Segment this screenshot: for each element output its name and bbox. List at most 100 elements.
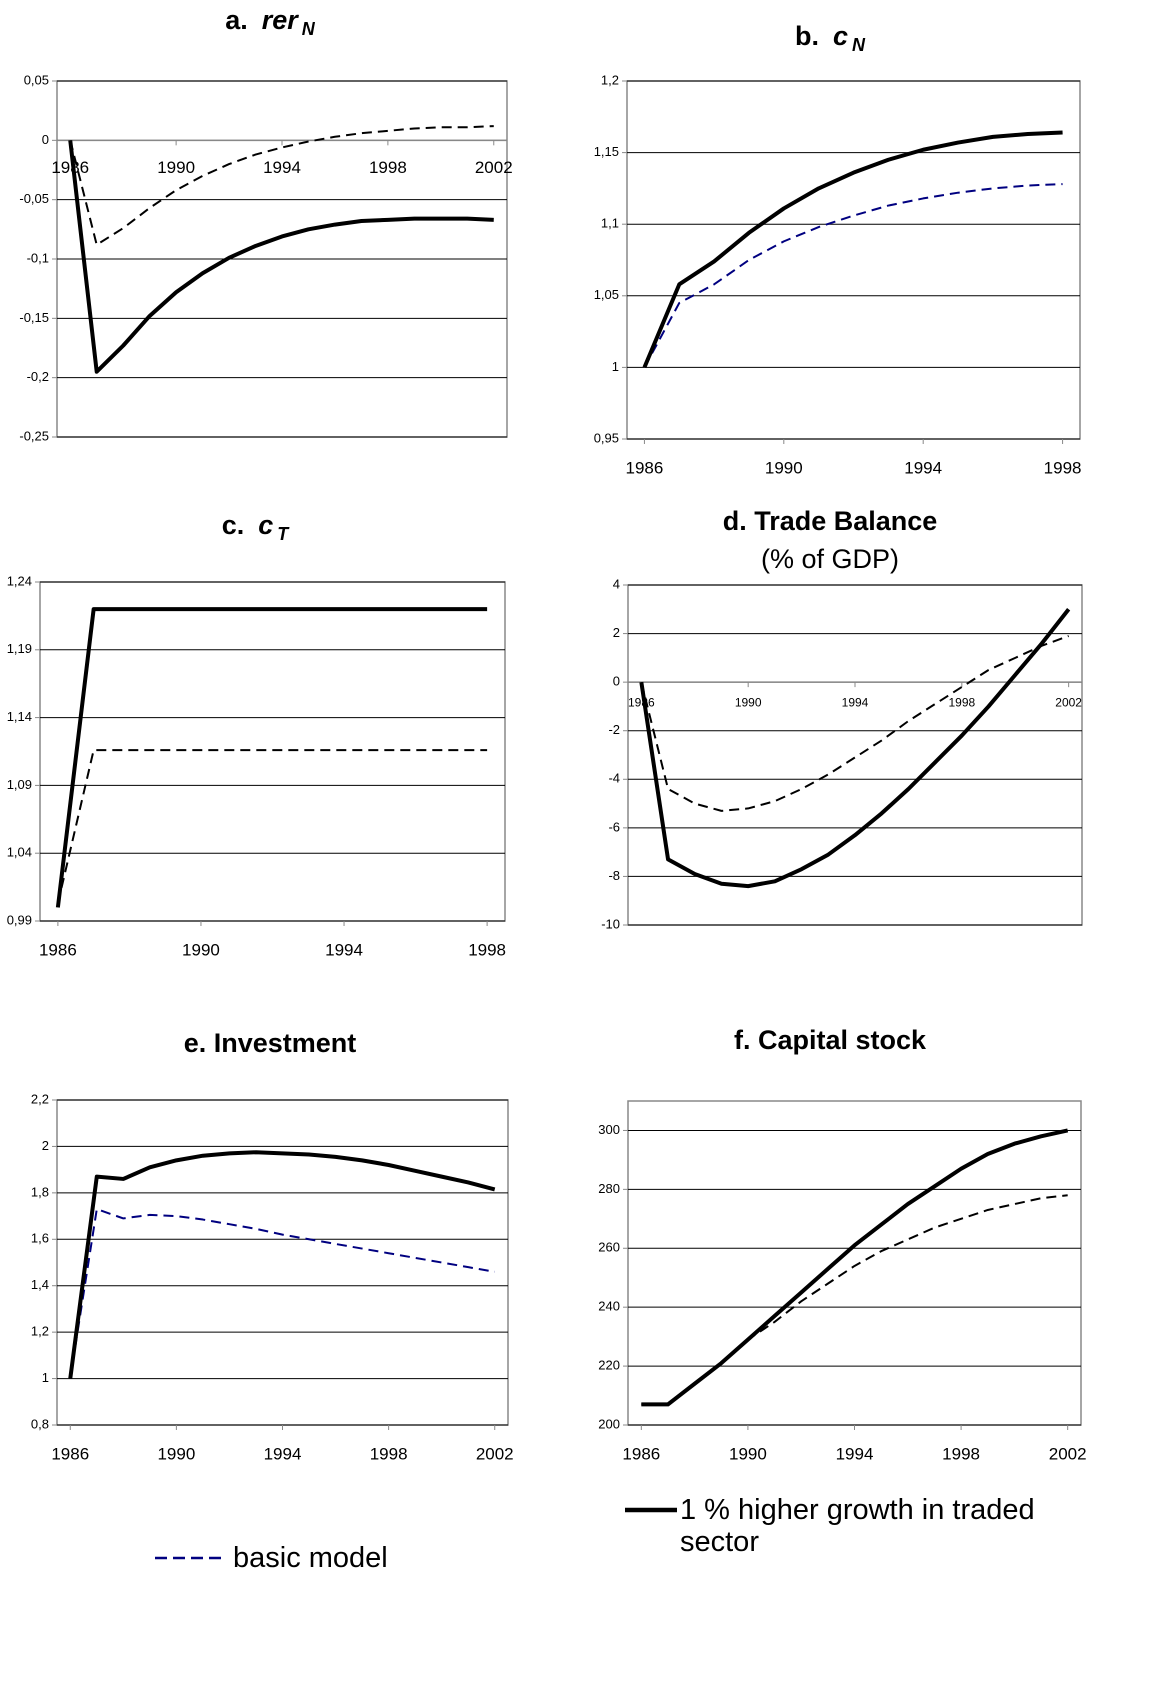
chart-title: b. c N <box>795 21 866 55</box>
legend-label: basic model <box>233 1542 388 1574</box>
chart-title: a. rer N <box>225 5 316 39</box>
title-text: d. Trade Balance <box>723 506 938 536</box>
data-line <box>639 608 1071 889</box>
x-tick-label: 1998 <box>369 158 407 177</box>
title-text: e. Investment <box>184 1028 357 1058</box>
title-text: a. <box>225 5 248 35</box>
x-tick-label: 1998 <box>370 1444 408 1463</box>
x-tick-label: 2002 <box>1055 695 1082 709</box>
chart-subtitle: (% of GDP) <box>761 544 899 574</box>
y-tick-label: 0,95 <box>594 430 619 445</box>
y-tick-label: 1,4 <box>31 1277 49 1292</box>
y-tick-label: 2,2 <box>31 1091 49 1106</box>
x-tick-label: 1990 <box>157 158 195 177</box>
y-tick-label: -8 <box>608 868 620 883</box>
y-tick-label: 1,6 <box>31 1231 49 1246</box>
data-line <box>640 635 1069 812</box>
y-tick-label: 300 <box>598 1122 620 1137</box>
data-line <box>69 1208 495 1379</box>
x-tick-label: 1986 <box>39 940 77 959</box>
y-tick-label: 220 <box>598 1358 620 1373</box>
y-tick-label: 1,1 <box>601 216 619 231</box>
y-tick-label: 1 <box>612 359 619 374</box>
title-text: b. <box>795 21 819 51</box>
y-tick-label: 1,04 <box>7 845 32 860</box>
y-tick-label: 0 <box>613 674 620 689</box>
y-tick-label: 0,8 <box>31 1416 49 1431</box>
title-symbol: c <box>833 21 848 51</box>
y-tick-label: 1,14 <box>7 709 32 724</box>
y-tick-label: -0,15 <box>19 310 49 325</box>
y-tick-label: -10 <box>601 916 620 931</box>
x-tick-label: 1986 <box>51 1444 89 1463</box>
y-tick-label: 1,09 <box>7 777 32 792</box>
title-subscript: N <box>302 19 316 39</box>
x-tick-label: 1994 <box>325 940 363 959</box>
y-tick-label: 280 <box>598 1181 620 1196</box>
x-tick-label: 1990 <box>182 940 220 959</box>
x-tick-label: 1990 <box>765 458 803 477</box>
panel: a. rer N 0,05 0 -0,05 -0,1 -0,15 -0,2 -0,25 1986 19… <box>19 5 512 443</box>
panel: d. Trade Balance (% of GDP) 4 2 0 -2 -4 -6 -8 -10… <box>601 506 1083 931</box>
x-tick-label: 1994 <box>904 458 942 477</box>
y-tick-label: 1,19 <box>7 641 32 656</box>
data-line <box>641 1128 1069 1407</box>
title-subscript: N <box>852 35 866 55</box>
y-tick-label: 1,15 <box>594 144 619 159</box>
chart-title: e. Investment <box>184 1028 357 1058</box>
y-tick-label: -0,05 <box>19 191 49 206</box>
x-tick-label: 1994 <box>842 695 869 709</box>
x-tick-label: 1990 <box>729 1444 767 1463</box>
y-tick-label: 200 <box>598 1416 620 1431</box>
y-tick-label: 1,05 <box>594 287 619 302</box>
title-text: f. Capital stock <box>734 1025 927 1055</box>
title-symbol: c <box>258 510 273 540</box>
chart-title: f. Capital stock <box>734 1025 927 1055</box>
x-tick-label: 1986 <box>626 458 664 477</box>
title-subscript: T <box>277 524 290 544</box>
y-tick-label: 1,24 <box>7 573 32 588</box>
y-tick-label: 2 <box>42 1138 49 1153</box>
data-line <box>643 183 1063 368</box>
y-tick-label: 1,2 <box>31 1324 49 1339</box>
plot-area <box>627 1100 1082 1426</box>
y-tick-label: 4 <box>613 576 620 591</box>
y-tick-label: 1,8 <box>31 1184 49 1199</box>
y-tick-label: 1,2 <box>601 72 619 87</box>
y-tick-label: -4 <box>608 771 620 786</box>
y-tick-label: -6 <box>608 819 620 834</box>
legend-label: 1 % higher growth in traded sector <box>680 1494 1035 1558</box>
data-line <box>69 125 494 246</box>
panel: c. c T 0,99 1,04 1,09 1,14 1,19 1,24 1986 1990 1994… <box>7 510 506 959</box>
data-line <box>68 1150 496 1379</box>
y-tick-label: -0,25 <box>19 428 49 443</box>
y-tick-label: 0,05 <box>24 72 49 87</box>
x-tick-label: 1994 <box>264 1444 302 1463</box>
y-tick-label: 2 <box>613 625 620 640</box>
data-line <box>68 140 494 374</box>
x-tick-label: 1990 <box>735 695 762 709</box>
chart-title: d. Trade Balance <box>723 506 938 536</box>
y-tick-label: 0 <box>42 132 49 147</box>
panel: b. c N 0,95 1 1,05 1,1 1,15 1,2 1986 1990 1994 1998 <box>594 21 1082 477</box>
y-tick-label: -2 <box>608 722 620 737</box>
title-text: c. <box>222 510 245 540</box>
x-tick-label: 1986 <box>628 695 655 709</box>
x-tick-label: 1998 <box>1044 458 1082 477</box>
data-line <box>56 749 488 904</box>
title-symbol: rer <box>262 5 300 35</box>
y-tick-label: 240 <box>598 1299 620 1314</box>
x-tick-label: 1998 <box>948 695 975 709</box>
x-tick-label: 2002 <box>1049 1444 1087 1463</box>
y-tick-label: 0,99 <box>7 912 32 927</box>
y-tick-label: 260 <box>598 1240 620 1255</box>
chart-title: c. c T <box>222 510 291 544</box>
data-line <box>55 607 488 908</box>
plot-area <box>39 581 506 922</box>
x-tick-label: 2002 <box>475 158 513 177</box>
data-line <box>642 130 1063 369</box>
y-tick-label: -0,2 <box>27 369 49 384</box>
